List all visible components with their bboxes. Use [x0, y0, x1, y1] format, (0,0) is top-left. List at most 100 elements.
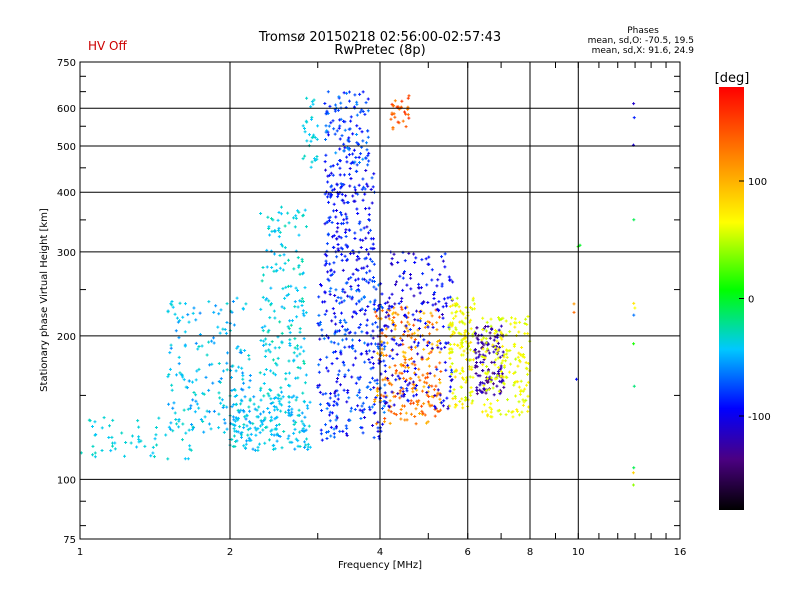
data-point [283, 246, 287, 250]
data-point [202, 430, 206, 434]
data-point [419, 310, 423, 314]
data-point [323, 192, 327, 196]
data-point [190, 422, 194, 426]
data-point [430, 314, 434, 318]
data-point [168, 427, 172, 431]
data-point [380, 292, 384, 296]
data-point [460, 311, 464, 315]
data-point [320, 408, 324, 412]
data-point [358, 408, 362, 412]
data-point [280, 341, 284, 345]
data-point [361, 401, 365, 405]
data-point [406, 329, 410, 333]
data-point [87, 418, 91, 422]
data-point [524, 317, 528, 321]
data-point [486, 370, 490, 374]
data-point [341, 429, 345, 433]
data-point [513, 317, 517, 321]
data-point [413, 338, 417, 342]
data-point [426, 325, 430, 329]
data-point [390, 257, 394, 261]
data-point [325, 355, 329, 359]
data-point [262, 394, 266, 398]
data-point [394, 369, 398, 373]
data-point [208, 363, 212, 367]
data-point [517, 358, 521, 362]
data-point [436, 388, 440, 392]
data-point [343, 120, 347, 124]
data-point [371, 322, 375, 326]
data-point [305, 437, 309, 441]
data-point [422, 300, 426, 304]
data-point [240, 399, 244, 403]
data-point [230, 375, 234, 379]
data-point [212, 409, 216, 413]
data-point [413, 260, 417, 264]
data-point [264, 349, 268, 353]
data-point [415, 309, 419, 313]
data-point [348, 418, 352, 422]
data-point [247, 405, 251, 409]
data-point [336, 296, 340, 300]
data-point [632, 102, 636, 106]
data-point [475, 388, 479, 392]
data-point [496, 349, 500, 353]
data-point [387, 382, 391, 386]
data-point [251, 447, 255, 451]
data-point [408, 376, 412, 380]
data-point [407, 94, 411, 98]
data-point [338, 173, 342, 177]
data-point [396, 313, 400, 317]
data-point [292, 423, 296, 427]
data-point [421, 272, 425, 276]
data-point [399, 300, 403, 304]
data-point [390, 102, 394, 106]
data-point [517, 400, 521, 404]
data-point [335, 208, 339, 212]
data-point [298, 272, 302, 276]
data-point [244, 302, 248, 306]
data-point [505, 376, 509, 380]
data-point [259, 398, 263, 402]
data-point [370, 356, 374, 360]
data-point [511, 415, 515, 419]
data-point [336, 226, 340, 230]
data-point [100, 426, 104, 430]
data-point [382, 394, 386, 398]
data-point [181, 315, 185, 319]
data-point [231, 300, 235, 304]
data-point [506, 398, 510, 402]
data-point [194, 399, 198, 403]
data-point [411, 390, 415, 394]
data-point [399, 408, 403, 412]
data-point [474, 356, 478, 360]
data-point [499, 364, 503, 368]
data-point [366, 109, 370, 113]
data-point [394, 342, 398, 346]
data-point [217, 412, 221, 416]
data-point [241, 377, 245, 381]
data-point [418, 412, 422, 416]
data-point [349, 115, 353, 119]
data-point [429, 311, 433, 315]
data-point [301, 157, 305, 161]
colorbar-label: [deg] [715, 71, 750, 86]
data-point [443, 252, 447, 256]
data-point [177, 362, 181, 366]
data-point [481, 369, 485, 373]
data-point [422, 380, 426, 384]
data-point [523, 387, 527, 391]
data-point [342, 201, 346, 205]
data-point [493, 363, 497, 367]
data-point [325, 129, 329, 133]
data-point [288, 319, 292, 323]
data-point [294, 286, 298, 290]
data-point [273, 417, 277, 421]
data-point [194, 341, 198, 345]
data-point [526, 409, 530, 413]
data-point [334, 103, 338, 107]
data-point [344, 320, 348, 324]
data-point [497, 316, 501, 320]
data-point [487, 351, 491, 355]
data-point [340, 311, 344, 315]
